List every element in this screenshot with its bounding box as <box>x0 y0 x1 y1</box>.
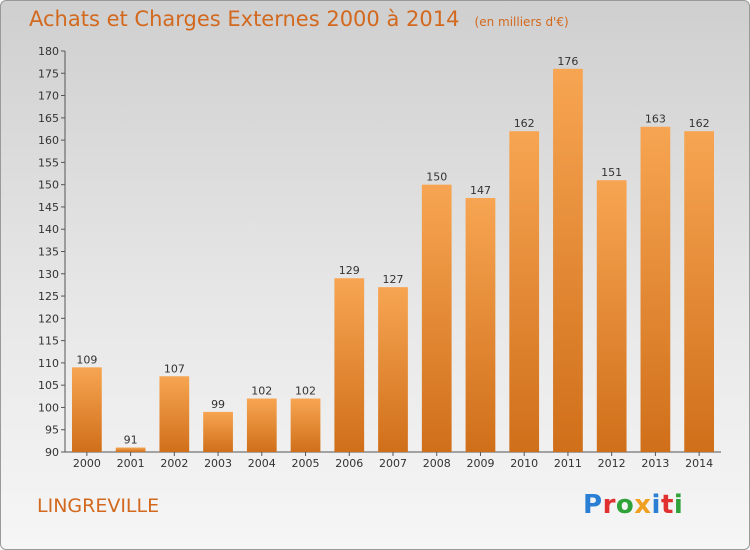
x-tick-label: 2009 <box>466 457 494 470</box>
data-label-2000: 109 <box>76 353 97 366</box>
bar-2002 <box>159 376 190 452</box>
bar-2010 <box>509 131 540 452</box>
bar-2006 <box>334 278 365 452</box>
bar-2012 <box>596 180 627 452</box>
chart-title: Achats et Charges Externes 2000 à 2014 (… <box>29 7 569 31</box>
data-label-2001: 91 <box>124 434 138 447</box>
x-tick-label: 2008 <box>423 457 451 470</box>
bar-2013 <box>640 126 671 452</box>
y-tick-label: 105 <box>38 379 59 392</box>
bars <box>71 68 715 453</box>
data-label-2013: 163 <box>645 113 666 126</box>
data-label-2006: 129 <box>339 264 360 277</box>
x-tick-label: 2007 <box>379 457 407 470</box>
data-label-2008: 150 <box>426 171 447 184</box>
y-tick-label: 140 <box>38 223 59 236</box>
y-tick-label: 170 <box>38 90 59 103</box>
logo-letter: x <box>634 490 652 520</box>
y-tick-label: 90 <box>45 446 59 459</box>
y-tick-label: 145 <box>38 201 59 214</box>
x-tick-label: 2011 <box>554 457 582 470</box>
data-label-2003: 99 <box>211 398 225 411</box>
bar-2014 <box>684 131 715 452</box>
logo-letter: r <box>602 490 616 520</box>
bar-2003 <box>203 411 233 452</box>
x-tick-label: 2014 <box>685 457 713 470</box>
y-tick-label: 100 <box>38 401 59 414</box>
y-tick-label: 160 <box>38 134 59 147</box>
bar-2001 <box>115 447 146 452</box>
data-label-2004: 102 <box>251 385 272 398</box>
y-tick-label: 110 <box>38 357 59 370</box>
data-label-2007: 127 <box>383 273 404 286</box>
x-tick-label: 2006 <box>335 457 363 470</box>
y-tick-label: 155 <box>38 156 59 169</box>
x-tick-label: 2005 <box>292 457 320 470</box>
axes: 90 95 100 105 110 115 120 125 130 135 140 145 150 155… <box>38 45 721 470</box>
x-tick-label: 2004 <box>248 457 276 470</box>
data-label-2002: 107 <box>164 362 185 375</box>
data-label-2005: 102 <box>295 385 316 398</box>
logo-letter: o <box>615 490 635 520</box>
logo-letter: t <box>660 490 674 520</box>
x-tick-label: 2013 <box>641 457 669 470</box>
x-tick-label: 2012 <box>598 457 626 470</box>
y-tick-label: 180 <box>38 45 59 58</box>
x-tick-label: 2002 <box>160 457 188 470</box>
x-tick-label: 2001 <box>117 457 145 470</box>
chart-title-unit: (en milliers d'€) <box>474 15 569 29</box>
y-tick-label: 115 <box>38 335 59 348</box>
x-tick-label: 2003 <box>204 457 232 470</box>
bar-2011 <box>553 68 583 453</box>
proxiti-logo: Proxiti <box>583 490 683 520</box>
bar-2008 <box>421 184 452 452</box>
logo-letter: i <box>673 490 684 520</box>
bar-2009 <box>465 198 496 452</box>
data-label-2010: 162 <box>514 117 535 130</box>
y-tick-label: 165 <box>38 112 59 125</box>
data-label-2012: 151 <box>601 166 622 179</box>
data-label-2009: 147 <box>470 184 491 197</box>
logo-letter: i <box>651 490 661 520</box>
y-tick-label: 95 <box>45 424 59 437</box>
data-label-2011: 176 <box>557 55 578 68</box>
y-tick-label: 135 <box>38 246 59 259</box>
x-tick-label: 2000 <box>73 457 101 470</box>
y-tick-label: 120 <box>38 312 59 325</box>
bar-2005 <box>290 398 321 452</box>
y-tick-label: 130 <box>38 268 59 281</box>
bar-2007 <box>378 287 408 452</box>
commune-name: LINGREVILLE <box>37 495 160 517</box>
y-tick-label: 175 <box>38 67 59 80</box>
bar-2004 <box>246 398 277 452</box>
y-tick-label: 150 <box>38 179 59 192</box>
chart-title-main: Achats et Charges Externes 2000 à 2014 <box>29 7 460 31</box>
logo-letter: P <box>583 490 603 520</box>
bar-2000 <box>71 367 102 452</box>
data-labels: 109 91 107 99 102 102 129 127 150 147 162 176 151 163… <box>76 55 709 447</box>
x-tick-label: 2010 <box>510 457 538 470</box>
y-tick-label: 125 <box>38 290 59 303</box>
data-label-2014: 162 <box>689 117 710 130</box>
